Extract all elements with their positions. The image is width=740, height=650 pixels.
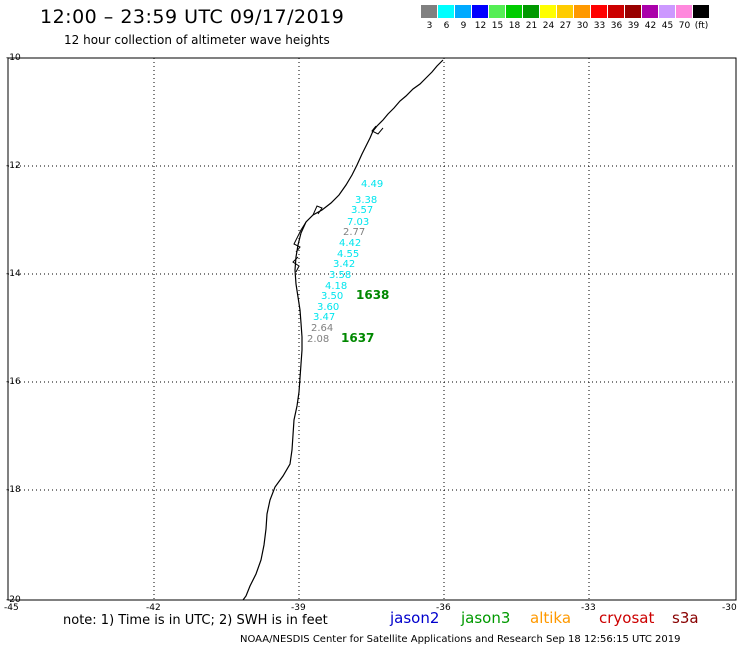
wave-height-label: 7.03 xyxy=(347,217,369,228)
legend-swatch xyxy=(489,5,506,18)
wave-height-label: 4.49 xyxy=(361,179,383,190)
wave-height-label: 3.58 xyxy=(329,270,351,281)
wave-height-label: 4.18 xyxy=(325,281,347,292)
coastline-bay-detail xyxy=(292,125,384,273)
legend-swatch xyxy=(608,5,625,18)
wave-height-labels: 4.49 3.383.577.032.774.424.553.423.584.18… xyxy=(307,179,383,345)
legend-label: 21 xyxy=(525,21,538,31)
lon-tick-label: -36 xyxy=(436,603,451,613)
legend-labels: 3 6 9 12 15 18 21 24 27 30 33 36 39 42 45 70 (ft) xyxy=(421,21,710,31)
legend-label: 42 xyxy=(644,21,657,31)
legend-label: 30 xyxy=(576,21,589,31)
map-note: note: 1) Time is in UTC; 2) SWH is in fe… xyxy=(63,613,328,628)
pass-time-labels: 1638 1637 xyxy=(341,288,389,345)
satellite-label: jason3 xyxy=(461,609,511,627)
lon-tick-label: -42 xyxy=(146,603,161,613)
legend-swatch xyxy=(523,5,540,18)
lat-tick-label: -12 xyxy=(6,161,21,171)
pass-time-label: 1637 xyxy=(341,331,374,345)
lat-tick-label: -18 xyxy=(6,485,21,495)
legend-label: 15 xyxy=(491,21,504,31)
satellite-label: altika xyxy=(530,609,572,627)
lon-tick-label: -39 xyxy=(291,603,306,613)
legend-label: 36 xyxy=(610,21,623,31)
legend-label: 6 xyxy=(443,21,450,31)
legend-label: 3 xyxy=(426,21,433,31)
legend-swatch xyxy=(421,5,438,18)
legend-label: 12 xyxy=(474,21,487,31)
wave-height-label: 3.38 xyxy=(355,195,377,206)
legend-label: (ft) xyxy=(694,21,709,31)
wave-height-label: 4.42 xyxy=(339,238,361,249)
color-scale-legend: 3 6 9 12 15 18 21 24 27 30 33 36 39 42 45 70 (ft) xyxy=(421,5,710,31)
satellite-label: s3a xyxy=(672,609,699,627)
legend-label: 24 xyxy=(542,21,555,31)
wave-height-label: 3.47 xyxy=(313,312,335,323)
legend-label: 18 xyxy=(508,21,521,31)
legend-swatch xyxy=(472,5,489,18)
lat-tick-label: -20 xyxy=(6,595,21,605)
legend-swatch xyxy=(676,5,693,18)
lon-tick-label: -33 xyxy=(581,603,596,613)
legend-swatch xyxy=(574,5,591,18)
lon-tick-label: -30 xyxy=(722,603,737,613)
legend-swatch xyxy=(591,5,608,18)
map-subtitle: 12 hour collection of altimeter wave hei… xyxy=(64,33,330,47)
legend-swatch xyxy=(506,5,523,18)
wave-height-label: 3.50 xyxy=(321,291,343,302)
legend-label: 39 xyxy=(627,21,640,31)
wave-height-label: 2.77 xyxy=(343,227,365,238)
lat-tick-label: -10 xyxy=(6,53,21,63)
wave-height-label: 3.42 xyxy=(333,259,355,270)
legend-label: 33 xyxy=(593,21,606,31)
legend-swatch xyxy=(540,5,557,18)
legend-label: 9 xyxy=(460,21,467,31)
coastline xyxy=(242,59,444,601)
map-frame xyxy=(7,57,737,601)
legend-swatch xyxy=(557,5,574,18)
legend-label: 27 xyxy=(559,21,572,31)
legend-swatch xyxy=(438,5,455,18)
legend-swatch xyxy=(642,5,659,18)
wave-height-label: 4.55 xyxy=(337,249,359,260)
legend-swatch xyxy=(455,5,472,18)
lat-tick-label: -14 xyxy=(6,269,21,279)
lat-tick-label: -16 xyxy=(6,377,21,387)
legend-label: 70 xyxy=(678,21,691,31)
legend-swatches xyxy=(421,5,710,18)
wave-height-label: 2.08 xyxy=(307,334,329,345)
pass-time-label: 1638 xyxy=(356,288,389,302)
satellite-label: cryosat xyxy=(599,609,655,627)
legend-label: 45 xyxy=(661,21,674,31)
wave-height-label: 3.60 xyxy=(317,302,339,313)
legend-swatch xyxy=(659,5,676,18)
lon-tick-label: -45 xyxy=(4,603,19,613)
wave-height-label: 2.64 xyxy=(311,323,333,334)
map-title: 12:00 – 23:59 UTC 09/17/2019 xyxy=(40,6,345,28)
map-footer: NOAA/NESDIS Center for Satellite Applica… xyxy=(240,634,681,645)
wave-height-label: 3.57 xyxy=(351,205,373,216)
legend-swatch xyxy=(693,5,710,18)
satellite-label: jason2 xyxy=(390,609,440,627)
map-grid xyxy=(8,58,736,600)
legend-swatch xyxy=(625,5,642,18)
